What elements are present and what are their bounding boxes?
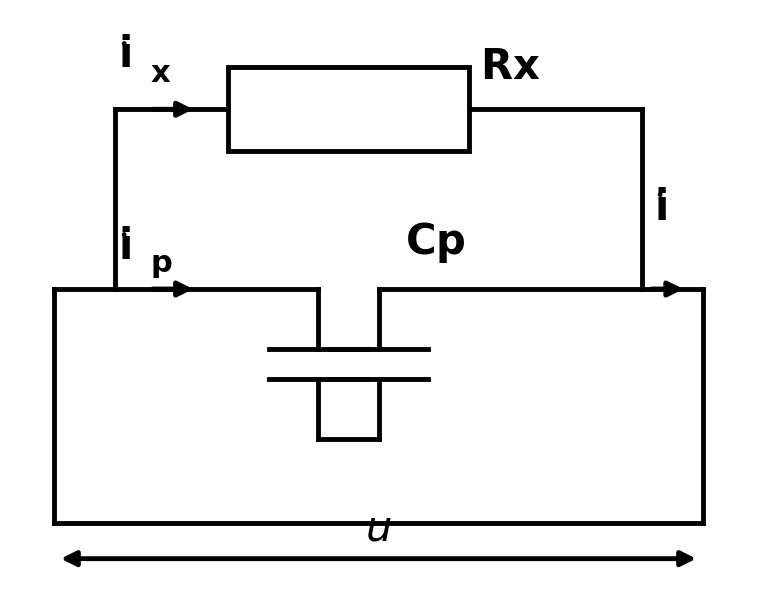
Text: $\bullet$: $\bullet$ <box>654 184 663 202</box>
Text: $\bullet$: $\bullet$ <box>118 225 128 242</box>
Text: $\mathbf{x}$: $\mathbf{x}$ <box>150 59 171 88</box>
Text: $u$: $u$ <box>365 507 392 550</box>
Text: $\mathbf{Cp}$: $\mathbf{Cp}$ <box>405 220 466 265</box>
FancyBboxPatch shape <box>228 67 469 151</box>
Text: $\mathbf{p}$: $\mathbf{p}$ <box>150 251 173 280</box>
Text: $\bullet$: $\bullet$ <box>118 33 128 51</box>
Text: $\mathbf{i}$: $\mathbf{i}$ <box>118 34 131 76</box>
Text: $\mathbf{Rx}$: $\mathbf{Rx}$ <box>481 46 540 88</box>
Text: $\mathbf{i}$: $\mathbf{i}$ <box>654 187 667 229</box>
Text: $\mathbf{i}$: $\mathbf{i}$ <box>118 226 131 268</box>
